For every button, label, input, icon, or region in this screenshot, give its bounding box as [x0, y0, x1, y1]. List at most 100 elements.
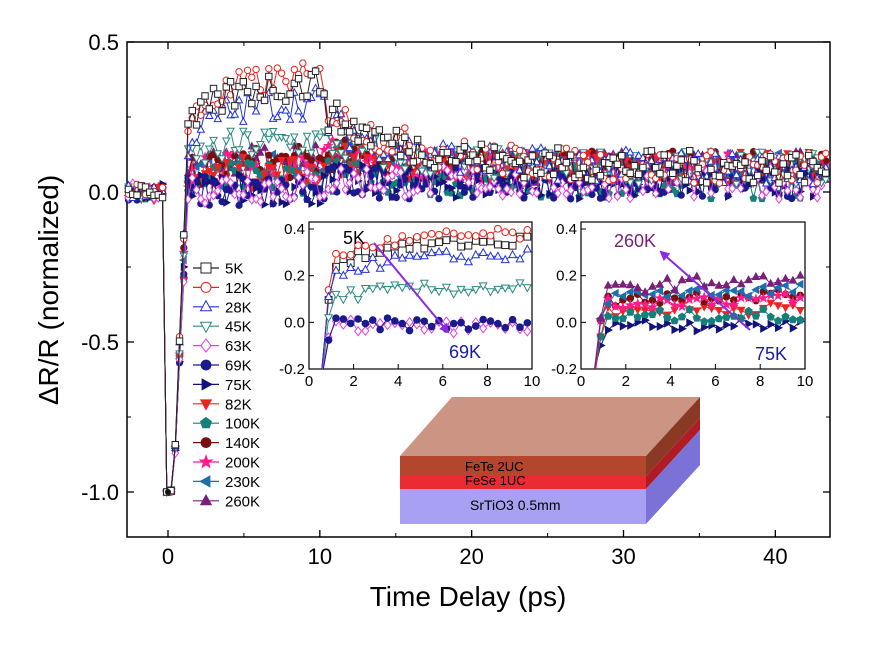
inset-point-100K	[648, 310, 657, 319]
inset-point-28K	[360, 264, 371, 273]
series-point-12K	[690, 179, 698, 187]
inset-point-100K	[766, 312, 775, 321]
series-point-63K	[337, 163, 345, 174]
inset-point-260K	[640, 287, 650, 296]
series-point-69K	[392, 193, 400, 202]
inset-point-28K	[419, 250, 429, 260]
inset-point-75K	[591, 371, 598, 379]
series-point-63K	[362, 164, 371, 175]
series-point-63K	[664, 184, 673, 195]
series-point-75K	[810, 192, 818, 201]
inset-point-45K	[485, 288, 496, 297]
series-point-5K	[779, 160, 787, 168]
inset-series-75K	[591, 313, 805, 379]
series-point-45K	[221, 137, 231, 146]
inset-x-tick-label: 8	[756, 373, 764, 390]
inset-point-69K	[391, 317, 399, 325]
inset-point-82K	[692, 307, 702, 316]
inset-point-69K	[420, 317, 429, 326]
inset-point-260K	[766, 278, 776, 287]
inset-point-100K	[670, 316, 679, 325]
inset-point-45K	[522, 284, 532, 293]
inset-point-200K	[624, 299, 636, 310]
inset-point-82K	[590, 383, 598, 390]
inset-point-75K	[767, 320, 776, 329]
inset-point-100K	[796, 315, 805, 324]
inset-x-tick-label: 6	[439, 373, 447, 390]
inset-point-230K	[610, 288, 619, 298]
inset-point-260K	[648, 281, 657, 290]
inset-point-260K	[773, 276, 783, 286]
inset-point-260K	[603, 280, 613, 289]
series-point-45K	[260, 128, 269, 137]
inset-x-tick-label: 2	[622, 373, 630, 390]
series-point-5K	[324, 126, 333, 134]
series-point-28K	[251, 106, 261, 115]
series-point-12K	[401, 124, 409, 132]
series-point-82K	[307, 163, 316, 172]
inset-point-45K	[375, 282, 385, 291]
series-point-5K	[184, 120, 192, 128]
inset-point-260K	[758, 271, 768, 280]
inset-point-260K	[751, 271, 761, 281]
inset-point-82K	[795, 306, 805, 316]
series-point-75K	[576, 194, 584, 203]
inset-point-230K	[795, 279, 804, 289]
inset-point-200K	[589, 382, 598, 390]
series-point-63K	[486, 182, 494, 193]
series-point-45K	[757, 148, 767, 157]
series-point-63K	[549, 182, 558, 193]
series-point-5K	[209, 84, 218, 93]
inset-point-28K	[404, 250, 415, 259]
series-point-63K	[736, 183, 745, 194]
series-point-28K	[374, 153, 384, 162]
series-point-45K	[306, 149, 316, 158]
inset-series-28K	[321, 244, 532, 369]
inset-point-75K	[605, 325, 614, 335]
series-point-28K	[281, 105, 291, 114]
series-point-12K	[252, 65, 260, 74]
series-point-5K	[124, 185, 133, 194]
series-point-69K	[328, 163, 337, 171]
inset-point-28K	[515, 254, 525, 263]
series-point-45K	[289, 133, 299, 142]
series-point-75K	[631, 191, 640, 200]
diagram-side-fete	[646, 397, 700, 476]
series-point-63K	[201, 198, 209, 209]
series-point-63K	[332, 178, 341, 189]
series-point-63K	[341, 184, 350, 195]
series-point-5K	[775, 179, 783, 187]
inset-point-28K	[500, 254, 510, 264]
inset-point-100K	[663, 313, 672, 322]
series-point-5K	[809, 157, 817, 166]
inset-low-temperature: 0 2 4 6 8 10 0.4 0.2 0.0 -0.2 5K 69K	[279, 221, 540, 390]
inset-point-63K	[383, 319, 392, 331]
inset-point-28K	[412, 251, 422, 260]
inset-point-69K	[368, 316, 377, 324]
series-point-82K	[285, 157, 295, 165]
inset-point-45K	[427, 286, 437, 295]
inset-point-260K	[795, 270, 805, 279]
inset-point-12K	[501, 228, 510, 237]
series-point-5K	[562, 158, 571, 167]
series-point-5K	[762, 166, 770, 175]
series-point-45K	[179, 252, 189, 261]
series-point-5K	[426, 160, 435, 168]
inset-point-260K	[662, 273, 672, 282]
inset-point-100K	[633, 312, 642, 321]
series-point-63K	[728, 183, 737, 194]
inset-point-200K	[632, 297, 644, 309]
inset-y-tick-label: 0.0	[556, 314, 577, 331]
inset-point-100K	[655, 305, 665, 314]
inset-point-28K	[346, 262, 356, 271]
series-point-5K	[158, 193, 167, 202]
series-point-82K	[302, 177, 312, 186]
series-point-63K	[345, 178, 354, 189]
inset-point-28K	[390, 250, 400, 259]
series-point-63K	[575, 177, 584, 188]
series-point-28K	[447, 141, 456, 150]
series-point-5K	[214, 90, 222, 98]
series-point-5K	[486, 166, 494, 174]
series-point-45K	[200, 159, 210, 168]
series-point-63K	[303, 166, 311, 177]
